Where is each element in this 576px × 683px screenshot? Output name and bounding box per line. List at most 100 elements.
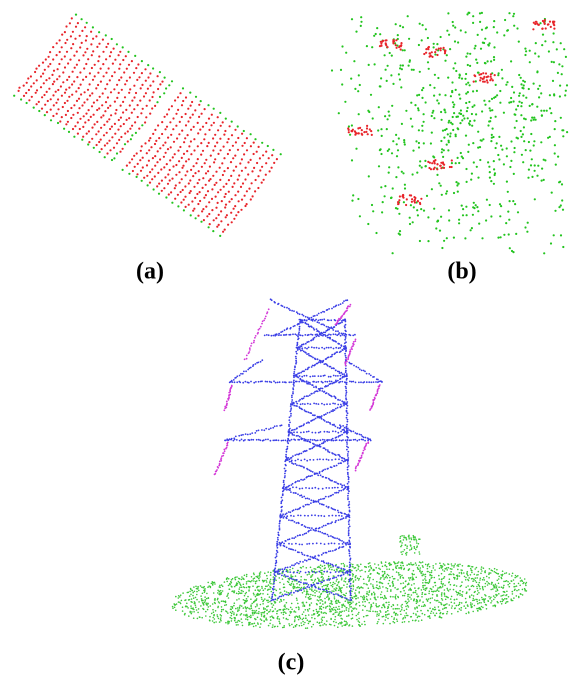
point [501,586,503,588]
point [241,605,243,607]
point [339,608,341,610]
point [359,625,361,627]
point [404,49,406,51]
point [356,564,358,566]
point [517,105,519,107]
point [289,461,291,463]
point [366,125,368,127]
point [363,595,365,597]
point [305,369,307,371]
point [325,525,327,527]
point [92,79,94,81]
point [535,119,537,121]
point [434,607,436,609]
point [231,221,233,223]
point [413,537,415,539]
point [407,584,409,586]
point [553,234,555,236]
point [380,186,382,188]
point [244,142,246,144]
point [356,570,358,572]
point [126,68,128,70]
point [317,500,319,502]
point [405,585,407,587]
point [380,41,382,43]
point [430,598,432,600]
point [255,600,257,602]
point [473,161,475,163]
point [283,480,285,482]
point [471,606,473,608]
point [506,155,508,157]
point [432,609,434,611]
point [230,606,232,608]
point [84,91,86,93]
point [25,92,27,94]
point [364,597,366,599]
point [179,121,181,123]
point [565,90,567,92]
point [257,175,259,177]
point [161,133,163,135]
point [235,577,237,579]
point [158,183,160,185]
point [333,621,335,623]
point [57,108,59,110]
point [370,94,372,96]
point [293,385,295,387]
point [375,567,377,569]
point [392,576,394,578]
point [443,563,445,565]
point [499,215,501,217]
point [396,208,398,210]
point [351,200,353,202]
point [295,356,297,358]
point [368,580,370,582]
point [409,223,411,225]
point [189,611,191,613]
point [265,586,267,588]
point [301,524,303,526]
point [109,149,111,151]
point [450,571,452,573]
point [243,607,245,609]
point [255,606,257,608]
point [338,606,340,608]
point [511,575,513,577]
point [335,481,337,483]
point [323,414,325,416]
point [263,590,265,592]
point [341,579,343,581]
point [452,21,454,23]
point [168,84,170,86]
point [392,187,394,189]
point [366,127,368,129]
point [465,577,467,579]
point [299,436,301,438]
point [496,595,498,597]
point [284,540,286,542]
point [522,95,524,97]
point [118,92,120,94]
point [161,190,163,192]
point [413,196,415,198]
point [418,129,420,131]
point [320,564,322,566]
point [364,566,366,568]
point [307,324,309,326]
point [529,50,531,52]
point [326,431,328,433]
point [325,413,327,415]
point [440,586,442,588]
point [399,230,401,232]
point [307,574,309,576]
point [431,115,433,117]
point [197,182,199,184]
point [348,125,350,127]
point [331,459,333,461]
point [312,471,314,473]
point [500,595,502,597]
point [118,54,120,56]
point [472,106,474,108]
point [317,417,319,419]
